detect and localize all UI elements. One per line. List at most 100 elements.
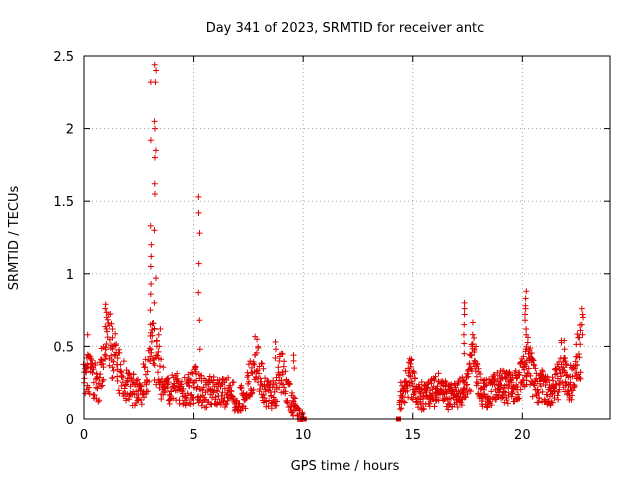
data-point <box>234 397 241 404</box>
data-point <box>237 406 244 413</box>
data-point <box>445 406 452 413</box>
data-point <box>579 311 586 318</box>
data-point <box>148 253 155 260</box>
data-point <box>182 402 189 409</box>
data-point <box>207 391 214 398</box>
data-point <box>123 395 130 402</box>
x-tick-label: 5 <box>189 428 197 443</box>
data-point <box>116 349 123 356</box>
data-point <box>151 227 158 234</box>
data-point <box>107 311 114 318</box>
data-point <box>461 350 468 357</box>
data-point <box>183 395 190 402</box>
data-point <box>474 361 481 368</box>
data-point <box>96 397 103 404</box>
data-point <box>290 352 297 359</box>
data-point <box>509 389 516 396</box>
data-point <box>504 400 511 407</box>
data-point <box>282 390 289 397</box>
data-point <box>407 357 414 364</box>
data-point <box>158 356 165 363</box>
data-point <box>286 381 293 388</box>
data-point <box>103 341 110 348</box>
data-point <box>146 345 153 352</box>
data-point <box>559 379 566 386</box>
data-point <box>454 392 461 399</box>
data-point <box>188 369 195 376</box>
data-point <box>102 346 109 353</box>
data-point <box>539 388 546 395</box>
x-tick-label: 15 <box>404 428 421 443</box>
data-point <box>155 348 162 355</box>
data-point <box>147 307 154 314</box>
data-point <box>275 364 282 371</box>
data-point <box>278 377 285 384</box>
data-point <box>195 209 202 216</box>
data-point <box>158 375 165 382</box>
data-point <box>97 371 104 378</box>
data-point <box>563 361 570 368</box>
x-tick-label: 20 <box>514 428 531 443</box>
data-point <box>180 401 187 408</box>
data-point <box>575 351 582 358</box>
data-point <box>174 375 181 382</box>
data-point <box>451 380 458 387</box>
y-tick-label: 0.5 <box>53 340 74 355</box>
data-point <box>225 374 232 381</box>
data-point <box>89 360 96 367</box>
data-point <box>147 346 154 353</box>
data-point <box>523 288 530 295</box>
data-point <box>505 392 512 399</box>
data-point <box>168 388 175 395</box>
data-point <box>228 388 235 395</box>
data-point <box>130 371 137 378</box>
data-point <box>247 358 254 365</box>
data-point <box>285 404 292 411</box>
data-point <box>514 383 521 390</box>
data-point <box>522 311 528 318</box>
data-point <box>290 394 297 401</box>
data-point <box>508 393 515 400</box>
data-point <box>186 383 193 390</box>
data-point <box>156 343 163 350</box>
data-point <box>432 373 439 380</box>
data-point <box>483 404 490 411</box>
data-point <box>569 392 576 399</box>
data-point <box>578 321 585 328</box>
data-point <box>85 384 92 391</box>
data-point <box>149 332 156 339</box>
data-point <box>508 379 515 386</box>
data-point <box>89 369 96 376</box>
data-point <box>564 371 571 378</box>
data-point <box>488 388 495 395</box>
data-point <box>144 388 151 395</box>
data-point <box>420 406 427 413</box>
data-point <box>577 327 584 334</box>
data-point <box>290 357 297 364</box>
data-point <box>558 373 565 380</box>
data-point <box>410 391 417 398</box>
data-point <box>153 337 160 344</box>
data-point <box>461 299 468 306</box>
data-point <box>148 349 155 356</box>
data-point <box>134 376 141 383</box>
data-point <box>195 260 202 267</box>
data-point <box>517 359 524 366</box>
data-point <box>265 403 272 410</box>
data-point <box>397 406 404 413</box>
data-point <box>544 391 551 398</box>
y-tick-label: 0 <box>66 413 74 428</box>
data-point <box>254 367 261 374</box>
data-point <box>151 118 158 125</box>
data-point <box>127 375 134 381</box>
data-point <box>407 373 414 380</box>
data-point <box>535 389 542 396</box>
data-point <box>523 346 530 353</box>
data-point <box>420 396 427 403</box>
data-point <box>227 382 234 389</box>
data-point <box>253 349 260 356</box>
data-point <box>138 396 145 403</box>
data-point <box>102 301 109 308</box>
data-point <box>152 147 159 154</box>
x-tick-label: 0 <box>80 428 88 443</box>
